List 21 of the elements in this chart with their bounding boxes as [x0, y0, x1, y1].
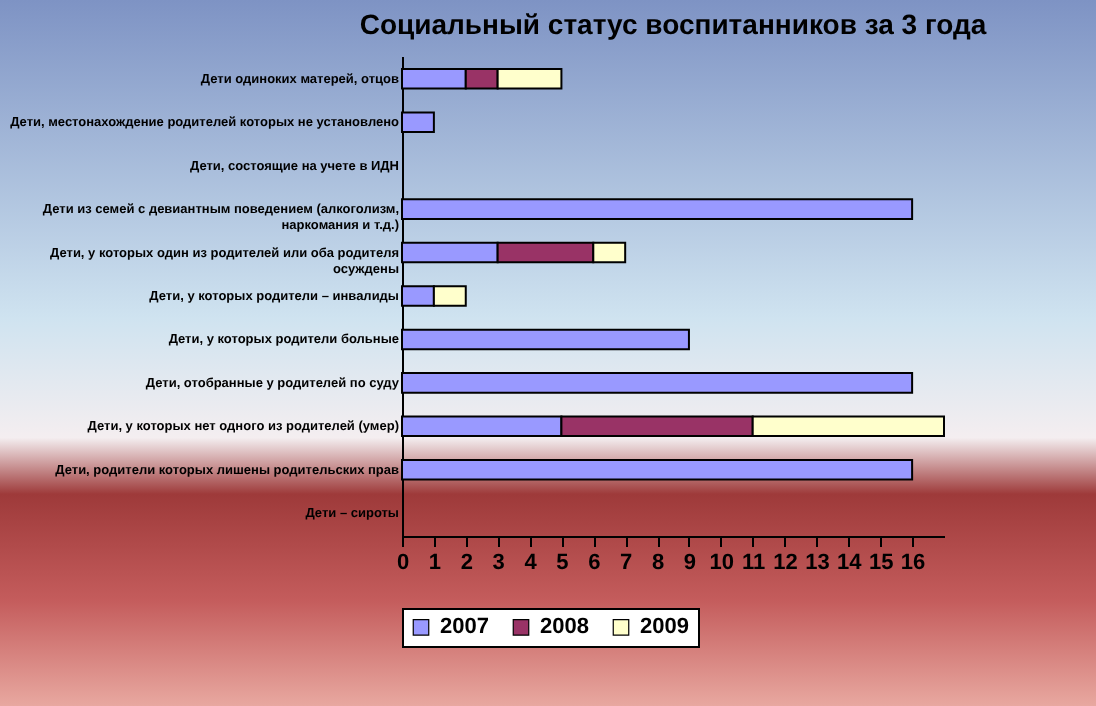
- x-tick-label: 1: [428, 551, 442, 575]
- x-tick-label: 5: [556, 551, 569, 575]
- chart-title: Социальный статус воспитанников за 3 года: [359, 8, 987, 40]
- x-tick-label: 4: [524, 551, 539, 575]
- x-tick-label: 14: [837, 551, 864, 575]
- x-tick-label: 7: [620, 551, 633, 575]
- x-tick-label: 15: [868, 551, 894, 575]
- x-tick-label: 11: [742, 551, 766, 575]
- x-tick-label: 10: [709, 551, 735, 575]
- legend-label: 2008: [540, 615, 589, 640]
- x-tick-label: 3: [492, 551, 505, 575]
- x-tick-label: 0: [396, 551, 410, 575]
- x-tick-label: 12: [773, 551, 798, 575]
- x-tick-label: 16: [900, 551, 926, 575]
- x-tick-label: 8: [651, 551, 665, 575]
- x-tick-label: 9: [683, 551, 697, 575]
- legend-label: 2009: [640, 615, 689, 640]
- x-tick-label: 13: [805, 551, 830, 575]
- x-tick-label: 2: [460, 551, 473, 575]
- x-tick-label: 6: [588, 551, 601, 575]
- legend-label: 2007: [440, 615, 489, 640]
